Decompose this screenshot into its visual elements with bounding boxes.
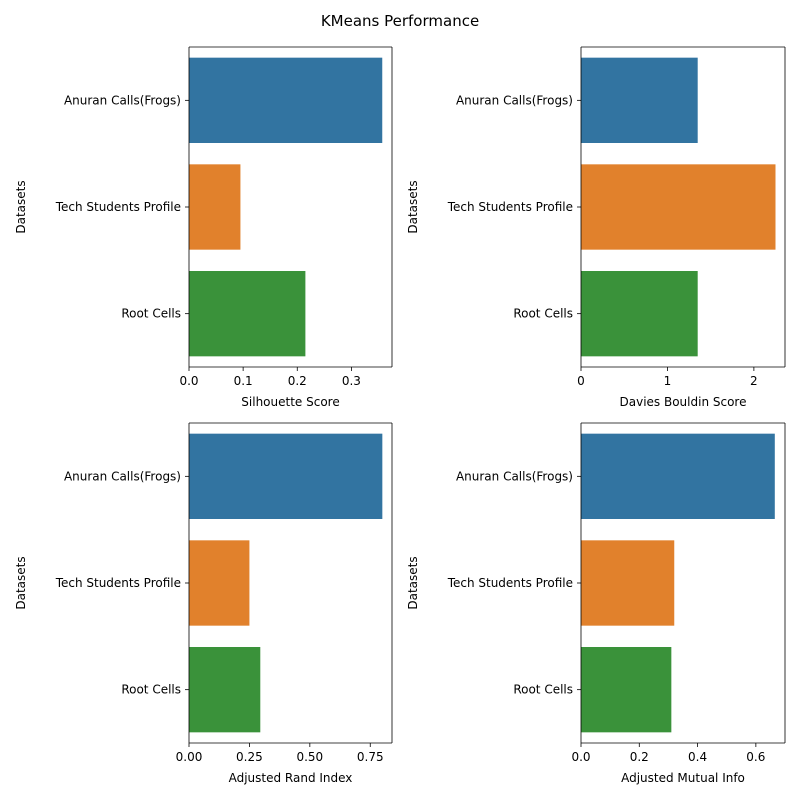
y-tick-label: Anuran Calls(Frogs) bbox=[64, 93, 181, 107]
bar bbox=[189, 647, 261, 733]
y-tick-label: Root Cells bbox=[121, 683, 181, 697]
y-axis-label: Datasets bbox=[406, 556, 420, 609]
x-tick-label: 0.3 bbox=[342, 374, 361, 388]
y-tick-label: Root Cells bbox=[121, 307, 181, 321]
x-tick-label: 0.75 bbox=[357, 750, 384, 764]
y-axis-label: Datasets bbox=[14, 556, 28, 609]
x-tick-label: 0.4 bbox=[688, 750, 707, 764]
bar bbox=[189, 540, 250, 626]
y-tick-label: Anuran Calls(Frogs) bbox=[456, 469, 573, 483]
x-tick-label: 0.0 bbox=[179, 374, 198, 388]
x-tick-label: 2 bbox=[750, 374, 758, 388]
bar bbox=[581, 271, 698, 357]
figure-title: KMeans Performance bbox=[320, 12, 480, 30]
x-tick-label: 0.0 bbox=[571, 750, 590, 764]
y-tick-label: Root Cells bbox=[513, 307, 573, 321]
y-tick-label: Tech Students Profile bbox=[447, 576, 573, 590]
x-tick-label: 0.2 bbox=[630, 750, 649, 764]
bar bbox=[189, 57, 383, 143]
y-tick-label: Root Cells bbox=[513, 683, 573, 697]
x-tick-label: 0.6 bbox=[746, 750, 765, 764]
x-tick-label: 0.00 bbox=[176, 750, 203, 764]
bar bbox=[581, 57, 698, 143]
bar bbox=[581, 433, 775, 519]
x-tick-label: 0.50 bbox=[296, 750, 323, 764]
y-axis-label: Datasets bbox=[406, 180, 420, 233]
y-axis-label: Datasets bbox=[14, 180, 28, 233]
y-tick-label: Tech Students Profile bbox=[447, 200, 573, 214]
x-axis-label: Silhouette Score bbox=[241, 395, 339, 409]
bar bbox=[189, 433, 383, 519]
bar bbox=[189, 271, 306, 357]
y-tick-label: Anuran Calls(Frogs) bbox=[64, 469, 181, 483]
x-tick-label: 0.1 bbox=[234, 374, 253, 388]
bar bbox=[581, 164, 776, 250]
x-axis-label: Adjusted Mutual Info bbox=[621, 771, 745, 785]
x-axis-label: Davies Bouldin Score bbox=[620, 395, 747, 409]
x-tick-label: 1 bbox=[664, 374, 672, 388]
y-tick-label: Tech Students Profile bbox=[55, 576, 181, 590]
x-axis-label: Adjusted Rand Index bbox=[229, 771, 353, 785]
y-tick-label: Anuran Calls(Frogs) bbox=[456, 93, 573, 107]
x-tick-label: 0.25 bbox=[236, 750, 263, 764]
bar bbox=[581, 540, 675, 626]
x-tick-label: 0 bbox=[577, 374, 585, 388]
bar bbox=[189, 164, 241, 250]
y-tick-label: Tech Students Profile bbox=[55, 200, 181, 214]
bar bbox=[581, 647, 672, 733]
x-tick-label: 0.2 bbox=[288, 374, 307, 388]
